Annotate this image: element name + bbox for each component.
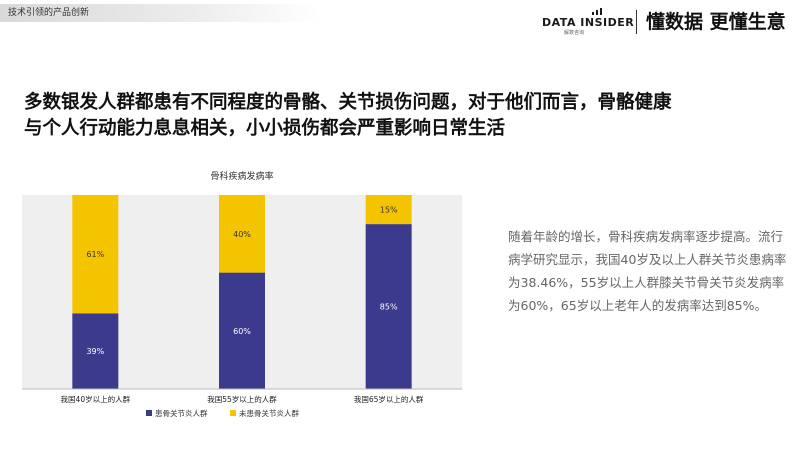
section-tag: 技术引领的产品创新 [0, 4, 320, 22]
bar-unaffected-2 [219, 195, 265, 273]
brand-subtitle: 解数咨询 [564, 30, 585, 36]
data-label: 85% [380, 303, 398, 312]
bar-unaffected-1 [72, 195, 119, 314]
bar-unaffected-3 [365, 195, 412, 225]
legend-label: 未患骨关节炎人群 [239, 408, 299, 418]
data-label: 60% [233, 327, 251, 336]
side-description: 随着年龄的增长，骨科疾病发病率逐步提高。流行病学研究显示，我国40岁及以上人群关… [508, 229, 787, 313]
bar-affected-2 [219, 272, 265, 389]
category-label: 我国55岁以上的人群 [207, 394, 277, 404]
brand-block: DATA INSIDER 解数咨询 懂数据 更懂生意 [534, 4, 789, 38]
top-bar: 技术引领的产品创新 DATA INSIDER 解数咨询 懂数据 更懂生意 [0, 0, 799, 40]
bar-affected-1 [72, 313, 119, 389]
data-label: 39% [86, 347, 104, 356]
headline-line-2: 与个人行动能力息息相关，小小损伤都会严重影响日常生活 [24, 118, 506, 139]
brand-divider [636, 10, 637, 34]
data-label: 15% [380, 206, 398, 215]
data-label: 40% [233, 230, 251, 239]
brand-name: DATA INSIDER [542, 16, 635, 29]
brand-logo-icon [592, 8, 602, 15]
data-label: 61% [86, 250, 104, 259]
chart-area: 骨科疾病发病率 39% 61% 我国40岁以上的人群 60% 40% 我国55岁以上的人群 8… [0, 165, 470, 450]
category-label: 我国65岁以上的人群 [354, 394, 424, 404]
legend-label: 患骨关节炎人群 [155, 408, 208, 418]
headline-line-1: 多数银发人群都患有不同程度的骨骼、关节损伤问题，对于他们而言，骨骼健康 [24, 92, 672, 113]
category-label: 我国40岁以上的人群 [61, 394, 131, 404]
legend-swatch-affected [146, 410, 152, 416]
bar-affected-3 [365, 224, 412, 389]
chart-title: 骨科疾病发病率 [210, 170, 273, 182]
headline: 多数银发人群都患有不同程度的骨骼、关节损伤问题，对于他们而言，骨骼健康 与个人行… [24, 90, 784, 142]
legend-swatch-unaffected [230, 410, 236, 416]
brand-slogan: 懂数据 更懂生意 [646, 11, 786, 33]
stacked-bar-chart: 骨科疾病发病率 39% 61% 我国40岁以上的人群 60% 40% 我国55岁以上的人群 8… [22, 170, 462, 418]
